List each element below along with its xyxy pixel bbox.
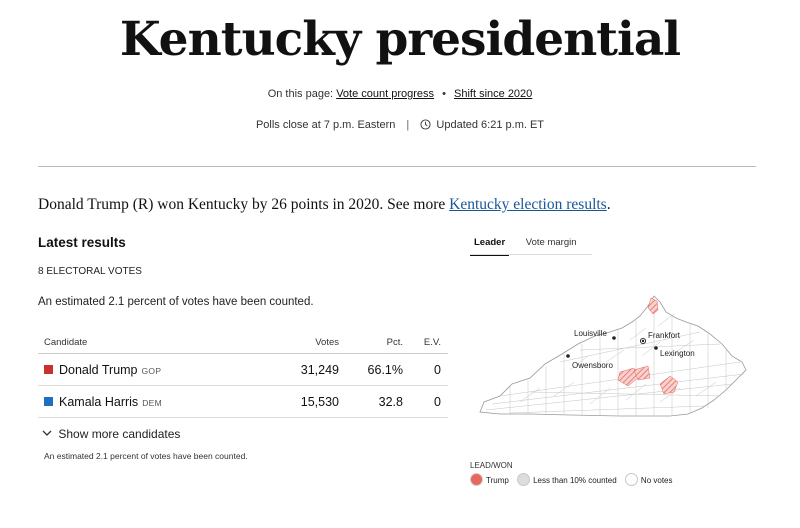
col-votes: Votes bbox=[262, 332, 346, 354]
kentucky-county-map[interactable]: Louisville Frankfort Lexington Owensboro bbox=[470, 292, 750, 422]
votes-cell: 15,530 bbox=[262, 385, 346, 418]
trump-county-north bbox=[647, 297, 659, 315]
party-label: DEM bbox=[142, 397, 162, 408]
trump-legend-dot bbox=[470, 473, 483, 486]
results-header-row: Candidate Votes Pct. E.V. bbox=[38, 332, 448, 354]
frankfort-dot bbox=[641, 339, 645, 343]
updated-time: Updated 6:21 p.m. ET bbox=[436, 119, 545, 131]
results-footnote: An estimated 2.1 percent of votes have b… bbox=[44, 451, 248, 461]
city-label-frankfort: Frankfort bbox=[648, 331, 681, 340]
ev-cell: 0 bbox=[410, 353, 448, 386]
latest-results-heading: Latest results bbox=[38, 235, 126, 250]
votes-cell: 31,249 bbox=[262, 353, 346, 386]
votes-counted-estimate: An estimated 2.1 percent of votes have b… bbox=[38, 296, 314, 308]
candidate-row: Kamala Harris DEM 15,530 32.8 0 bbox=[38, 385, 448, 418]
chevron-down-icon bbox=[42, 427, 58, 441]
trump-color-swatch bbox=[44, 364, 53, 374]
polls-close-text: Polls close at 7 p.m. Eastern bbox=[255, 119, 396, 131]
candidate-name: Kamala Harris bbox=[59, 394, 139, 409]
status-divider: | bbox=[406, 119, 410, 131]
page-title: Kentucky presidential bbox=[119, 12, 681, 67]
owensboro-marker bbox=[566, 354, 570, 358]
harris-color-swatch bbox=[44, 396, 53, 406]
summary-sentence: Donald Trump (R) won Kentucky by 26 poin… bbox=[38, 196, 450, 213]
trump-county-east bbox=[659, 375, 679, 395]
col-candidate: Candidate bbox=[38, 332, 262, 354]
nav-separator: • bbox=[442, 88, 446, 100]
tab-vote-margin[interactable]: Vote margin bbox=[525, 237, 577, 248]
ev-cell: 0 bbox=[410, 385, 448, 418]
candidate-name: Donald Trump bbox=[59, 362, 138, 377]
legend-label: Less than 10% counted bbox=[533, 476, 617, 485]
candidate-row: Donald Trump GOP 31,249 66.1% 0 bbox=[38, 353, 448, 386]
shift-since-2020-link[interactable]: Shift since 2020 bbox=[454, 88, 533, 100]
louisville-marker bbox=[612, 336, 616, 340]
pct-cell: 32.8 bbox=[346, 385, 410, 418]
city-label-owensboro: Owensboro bbox=[572, 361, 613, 370]
map-view-tabs: Leader Vote margin bbox=[470, 237, 591, 256]
legend-title: LEAD/WON bbox=[470, 461, 513, 470]
summary-text: Donald Trump (R) won Kentucky by 26 poin… bbox=[38, 196, 611, 214]
show-more-candidates-button[interactable]: Show more candidates bbox=[42, 427, 180, 441]
novotes-legend-dot bbox=[624, 473, 638, 486]
summary-end: . bbox=[606, 196, 611, 213]
kentucky-results-link[interactable]: Kentucky election results bbox=[449, 196, 607, 213]
legend-label: No votes bbox=[640, 476, 673, 485]
legend-item-novotes: No votes bbox=[624, 473, 673, 486]
legend-label: Trump bbox=[486, 476, 509, 485]
trump-county-central-b bbox=[633, 365, 651, 381]
city-label-louisville: Louisville bbox=[574, 329, 607, 338]
col-pct: Pct. bbox=[346, 332, 410, 354]
legend-item-trump: Trump bbox=[470, 473, 509, 486]
party-label: GOP bbox=[141, 365, 162, 376]
candidate-cell: Donald Trump GOP bbox=[38, 353, 262, 386]
tab-leader[interactable]: Leader bbox=[470, 237, 510, 256]
header-divider bbox=[38, 166, 756, 167]
pct-cell: 66.1% bbox=[346, 353, 410, 386]
tabs-underline bbox=[470, 254, 592, 255]
clock-icon bbox=[420, 119, 431, 133]
legend-item-under10: Less than 10% counted bbox=[517, 473, 617, 486]
col-ev: E.V. bbox=[410, 332, 448, 354]
map-legend: Trump Less than 10% counted No votes bbox=[470, 473, 679, 486]
trump-county-central-a bbox=[617, 367, 639, 387]
on-this-page-label: On this page: bbox=[267, 88, 334, 100]
state-outline bbox=[479, 295, 747, 417]
show-more-label: Show more candidates bbox=[58, 427, 181, 441]
electoral-votes-label: 8 ELECTORAL VOTES bbox=[38, 266, 142, 277]
results-table: Candidate Votes Pct. E.V. Donald Trump GO… bbox=[38, 332, 448, 418]
polls-status: Polls close at 7 p.m. Eastern | Updated … bbox=[0, 119, 800, 133]
on-this-page-nav: On this page: Vote count progress • Shif… bbox=[0, 88, 800, 100]
vote-count-progress-link[interactable]: Vote count progress bbox=[336, 88, 435, 100]
under10-legend-dot bbox=[517, 473, 531, 486]
lexington-marker bbox=[654, 346, 658, 350]
candidate-cell: Kamala Harris DEM bbox=[38, 385, 262, 418]
frankfort-marker bbox=[639, 337, 647, 345]
city-label-lexington: Lexington bbox=[660, 349, 695, 358]
